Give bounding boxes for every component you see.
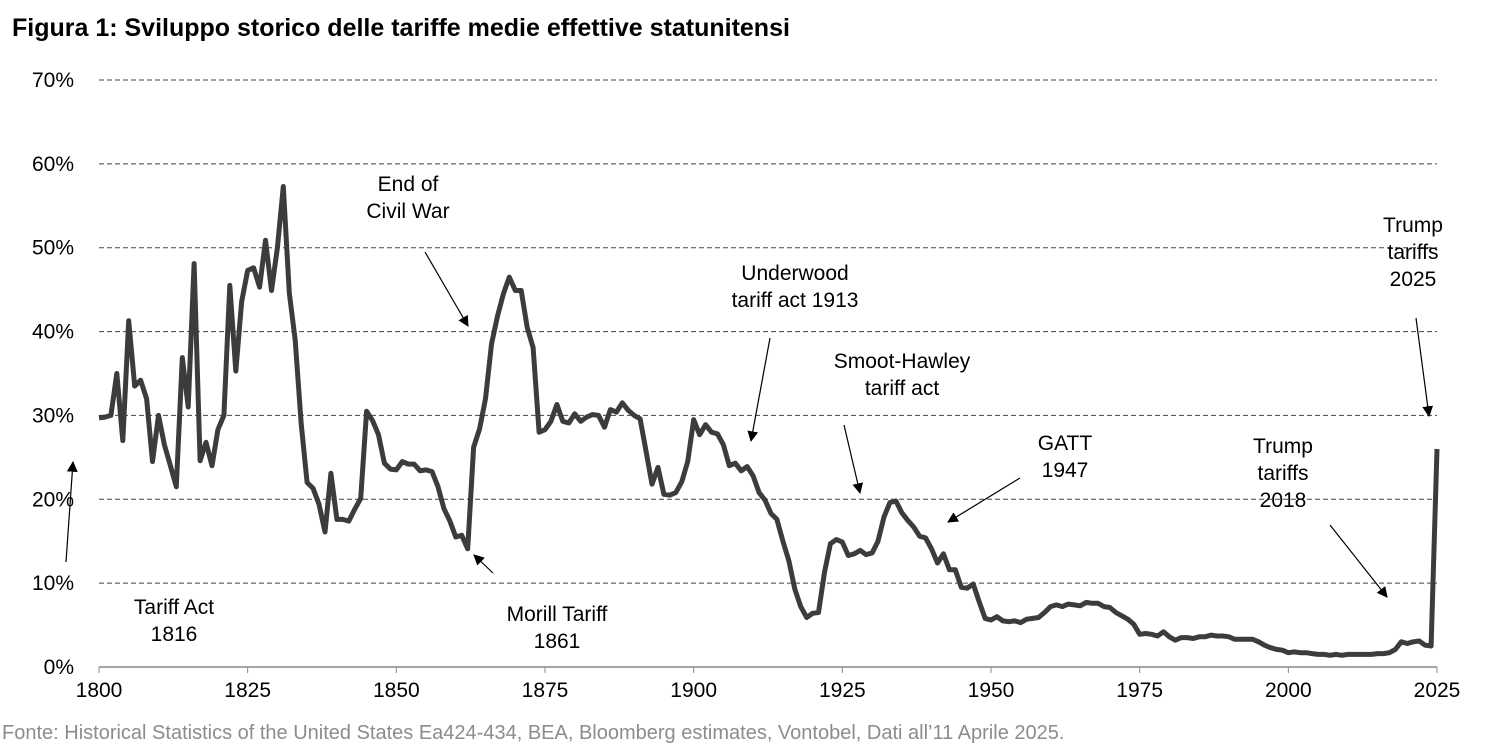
annotation-label: Trump tariffs 2025 [1383,214,1443,291]
y-tick-label: 0% [44,656,74,679]
y-tick-label: 20% [32,488,74,511]
annotation-line: Trump [1253,435,1313,458]
x-tick-label: 2000 [1265,679,1312,702]
annotation-line: GATT [1038,432,1093,455]
annotation-label: Smoot-Hawley tariff act [834,350,971,400]
annotation-arrow [747,337,771,443]
annotation-arrow [1329,524,1388,598]
annotation-arrow [1415,317,1434,418]
annotation-line: Morill Tariff [507,603,608,626]
y-tick-label: 50% [32,237,74,260]
annotation-line: Civil War [366,200,449,223]
annotation-label: End of Civil War [366,173,449,223]
y-tick-label: 70% [32,69,74,92]
annotation-label: Trump tariffs 2018 [1253,435,1313,512]
x-tick-label: 2025 [1414,679,1461,702]
annotation-arrow [947,477,1021,523]
x-tick-label: 1800 [76,679,123,702]
y-tick-label: 30% [32,404,74,427]
x-tick-label: 1950 [968,679,1015,702]
annotation-arrow [843,424,864,495]
x-tick-label: 1975 [1116,679,1163,702]
annotation-arrow [424,251,469,327]
annotation-line: 1947 [1042,459,1089,482]
annotation-line: Underwood [741,262,848,285]
y-tick-label: 40% [32,321,74,344]
annotation-label: Underwood tariff act 1913 [732,262,859,312]
x-tick-label: 1925 [819,679,866,702]
annotation-line: Tariff Act [134,596,214,619]
x-tick-label: 1875 [522,679,569,702]
annotation-line: End of [378,173,439,196]
annotation-line: 1861 [534,630,581,653]
annotation-line: tariff act [865,377,939,400]
annotation-arrow [65,460,78,563]
tariff-rate-line [98,184,1440,658]
x-tick-label: 1850 [373,679,420,702]
annotation-arrow [473,554,494,574]
annotation-line: 2018 [1260,489,1307,512]
annotation-label: Morill Tariff 1861 [507,603,608,653]
annotation-line: Smoot-Hawley [834,350,971,373]
annotation-label: Tariff Act 1816 [134,596,214,646]
annotation-line: tariffs [1258,462,1309,485]
annotation-line: tariff act 1913 [732,289,859,312]
y-tick-label: 60% [32,153,74,176]
chart-title: Figura 1: Sviluppo storico delle tariffe… [12,14,790,42]
x-tick-label: 1825 [224,679,271,702]
annotation-label: GATT 1947 [1038,432,1093,482]
annotation-line: 2025 [1390,268,1437,291]
annotation-line: tariffs [1388,241,1439,264]
y-tick-label: 10% [32,572,74,595]
x-tick-label: 1900 [670,679,717,702]
annotation-line: 1816 [151,623,198,646]
source-note: Fonte: Historical Statistics of the Unit… [2,722,1065,744]
annotation-line: Trump [1383,214,1443,237]
